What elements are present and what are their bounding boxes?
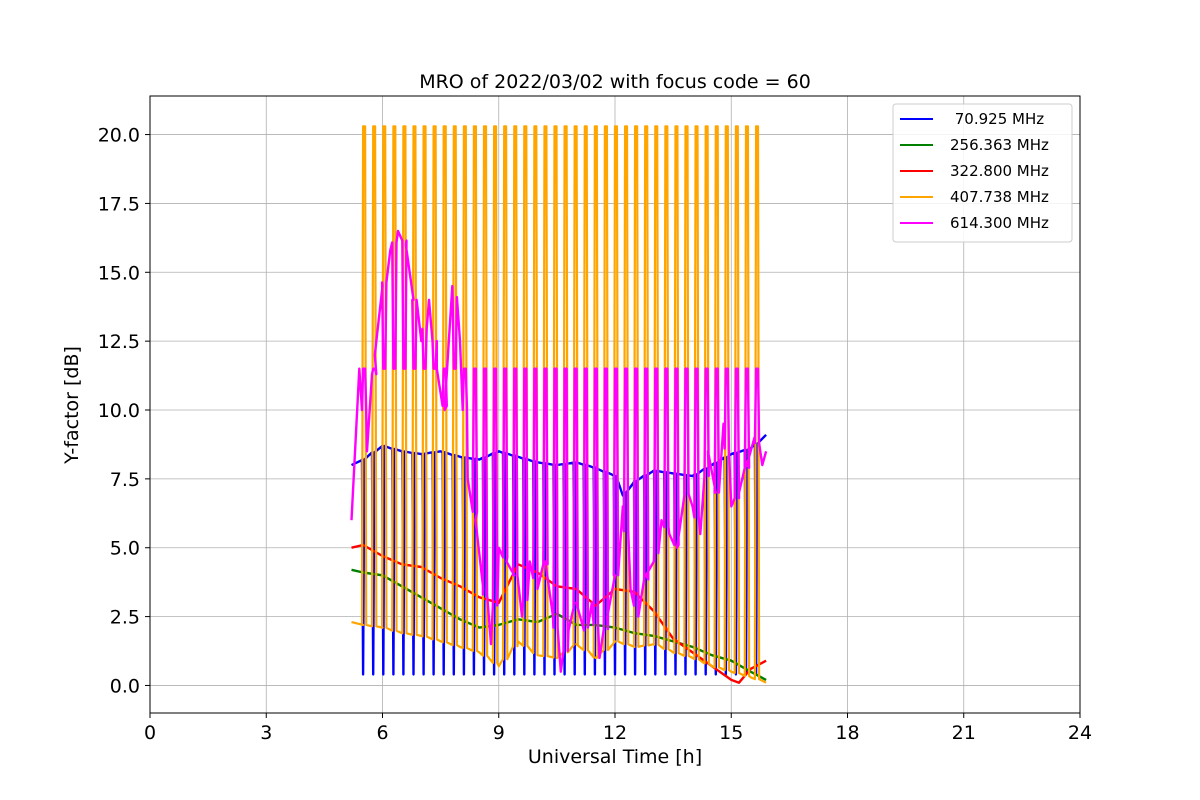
y-tick-label: 20.0 — [98, 125, 140, 147]
y-tick-label: 12.5 — [98, 331, 140, 353]
x-tick-label: 15 — [719, 722, 743, 744]
x-tick-label: 12 — [603, 722, 627, 744]
y-axis-label: Y-factor [dB] — [61, 346, 83, 465]
chart-title: MRO of 2022/03/02 with focus code = 60 — [419, 71, 811, 93]
x-tick-label: 18 — [835, 722, 859, 744]
legend-label: 70.925 MHz — [950, 110, 1044, 128]
y-axis: 0.0 2.5 5.0 7.5 10.0 12.5 15.0 17.5 20.0 — [98, 125, 150, 697]
series-layer — [350, 125, 768, 684]
x-tick-label: 24 — [1068, 722, 1092, 744]
y-tick-label: 17.5 — [98, 193, 140, 215]
y-tick-label: 10.0 — [98, 400, 140, 422]
legend-box — [892, 103, 1073, 243]
y-tick-label: 15.0 — [98, 262, 140, 284]
legend: 70.925 MHz 256.363 MHz 322.800 MHz 407.738 … — [892, 103, 1073, 243]
legend-label: 256.363 MHz — [950, 136, 1049, 154]
x-tick-label: 21 — [952, 722, 976, 744]
series-line — [351, 125, 767, 684]
y-tick-label: 2.5 — [110, 607, 140, 629]
x-tick-label: 9 — [493, 722, 505, 744]
legend-label: 322.800 MHz — [950, 162, 1049, 180]
x-tick-label: 3 — [260, 722, 272, 744]
x-axis-label: Universal Time [h] — [528, 746, 702, 768]
y-tick-label: 7.5 — [110, 469, 140, 491]
legend-label: 614.300 MHz — [950, 214, 1049, 232]
series-line — [350, 229, 768, 673]
legend-label: 407.738 MHz — [950, 188, 1049, 206]
y-tick-label: 5.0 — [110, 538, 140, 560]
y-tick-label: 0.0 — [110, 675, 140, 697]
x-axis: 0 3 6 9 12 15 18 21 24 — [144, 713, 1092, 744]
x-tick-label: 0 — [144, 722, 156, 744]
x-tick-label: 6 — [376, 722, 388, 744]
